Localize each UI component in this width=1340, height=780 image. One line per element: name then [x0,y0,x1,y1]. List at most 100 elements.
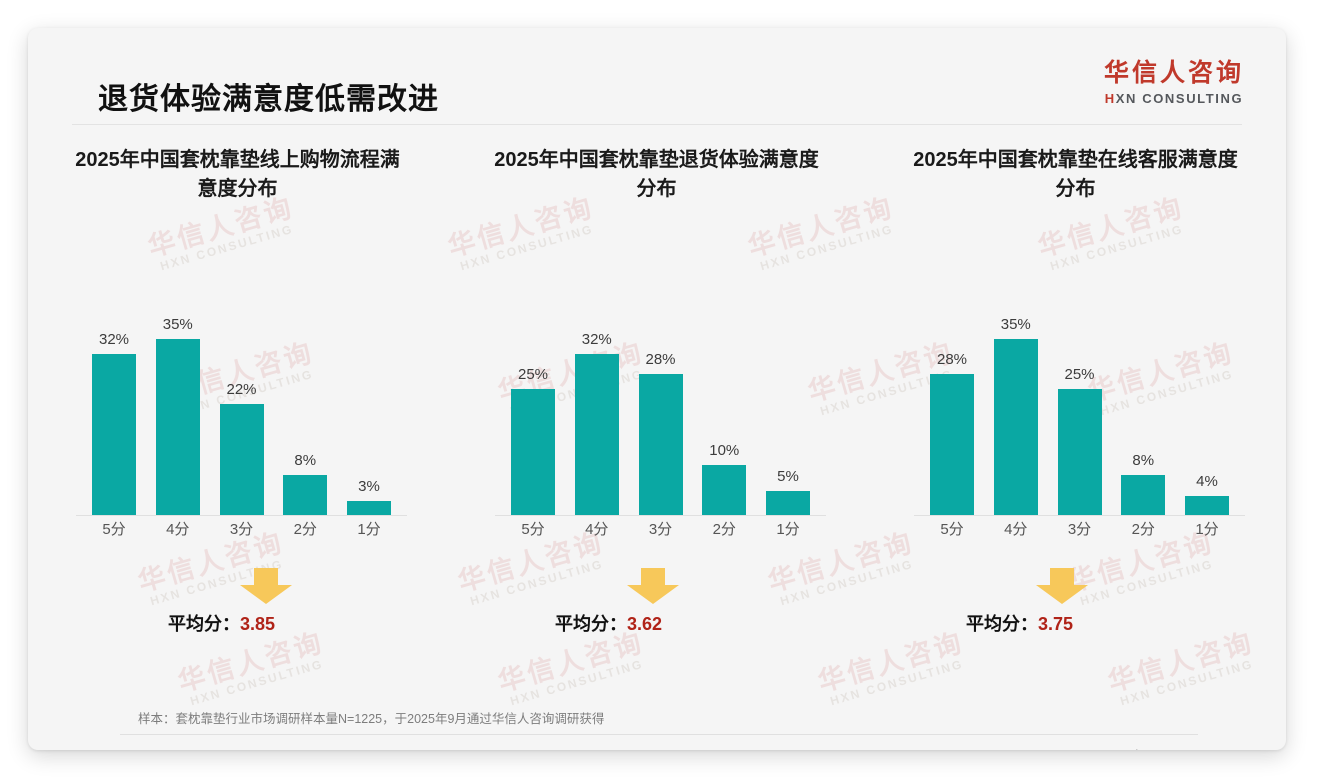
company-logo: 华信人咨询 HXN CONSULTING [1103,59,1244,106]
category-labels-3: 5分 4分 3分 2分 1分 [922,518,1237,542]
category-labels-2: 5分 4分 3分 2分 1分 [503,518,818,542]
chart-plot-2: 25% 32% 28% 10% 5% 5分 4分 3分 2分 1分 [459,256,854,542]
bar-column: 25% [1050,256,1110,516]
bar-column: 25% [503,256,563,516]
average-text-2: 平均分：3.62 [555,610,662,636]
average-label-3: 平均分： [966,614,1038,634]
bar-value-label: 22% [226,381,257,398]
bar-column: 32% [567,256,627,516]
axis-baseline-2 [495,515,826,516]
bar [993,339,1038,516]
watermark-english: HXN CONSULTING [828,657,966,709]
category-label: 3分 [229,521,254,538]
bar-value-label: 35% [1000,316,1031,333]
header-divider [72,124,1242,125]
category-label: 1分 [357,521,381,538]
average-label-1: 平均分： [168,614,240,634]
bar-column: 32% [84,256,144,516]
bar-column: 5% [758,256,818,516]
bar [1185,496,1229,516]
bar-column: 8% [1113,256,1173,516]
bar-value-label: 8% [294,452,317,469]
bar-value-label: 10% [709,442,740,459]
bar [1057,389,1102,516]
slide-header: 退货体验满意度低需改进 华信人咨询 HXN CONSULTING [28,28,1286,125]
category-label: 1分 [1195,521,1219,538]
category-label: 4分 [1004,521,1028,538]
bar [702,465,747,516]
chart-plot-1: 32% 35% 22% 8% 3% 5分 4分 3分 2分 1分 [40,256,435,542]
bar-column: 22% [212,256,272,516]
logo-chinese-text: 华信人咨询 [1103,59,1244,87]
bar [574,354,619,516]
footer-divider [120,734,1198,735]
category-labels-1: 5分 4分 3分 2分 1分 [84,518,399,542]
bar-column: 35% [986,256,1046,516]
down-arrow-icon [627,568,679,604]
bar-value-label: 32% [581,331,612,348]
chart-title-2: 2025年中国套枕靠垫退货体验满意度分布 [494,149,819,200]
bar-column: 10% [694,256,754,516]
bar-group-2: 25% 32% 28% 10% 5% [503,256,818,516]
bar-column: 28% [922,256,982,516]
bar [638,374,683,516]
average-text-3: 平均分：3.75 [966,610,1073,636]
bar-column: 8% [275,256,335,516]
bar-column: 35% [148,256,208,516]
logo-english-text: HXN CONSULTING [1104,91,1244,106]
bar-column: 4% [1177,256,1237,516]
average-label-2: 平均分： [555,614,627,634]
average-value-1: 3.85 [240,614,276,634]
watermark-english: HXN CONSULTING [508,657,646,709]
bar [219,404,264,516]
bar [1121,475,1166,516]
bar [766,491,810,516]
bar-column: 28% [631,256,691,516]
chart-title-3: 2025年中国套枕靠垫在线客服满意度分布 [913,149,1238,200]
bar-value-label: 25% [517,366,549,383]
axis-baseline-3 [914,515,1245,516]
category-label: 1分 [776,521,800,538]
slide: 华信人咨询 HXN CONSULTING 华信人咨询 HXN CONSULTING 华信… [28,28,1286,750]
bar [930,374,974,516]
page-title: 退货体验满意度低需改进 [98,83,439,116]
category-label: 2分 [293,521,317,538]
footer-website: www.hxrcon.com [1106,748,1200,750]
down-arrow-icon [240,568,292,604]
category-label: 2分 [1131,521,1155,538]
bar-value-label: 3% [358,478,380,495]
category-label: 3分 [1067,521,1092,538]
chart-plot-3: 28% 35% 25% 8% 4% 5分 4分 3分 2分 1分 [878,256,1273,542]
bar-column: 3% [339,256,399,516]
bar [347,501,391,516]
bar [283,475,328,516]
watermark-english: HXN CONSULTING [1118,657,1256,709]
logo-en-prefix: H [1104,90,1116,106]
average-value-2: 3.62 [627,614,663,634]
footer-copyright: ©2025.11 HXR华信人咨询 [104,748,250,750]
category-label: 4分 [166,521,190,538]
bar-value-label: 5% [777,468,799,485]
chart-title-1: 2025年中国套枕靠垫线上购物流程满意度分布 [75,149,400,200]
axis-baseline-1 [76,515,407,516]
bar-group-3: 28% 35% 25% 8% 4% [922,256,1237,516]
bar [155,339,200,516]
average-block-3: 平均分：3.75 [878,568,1273,646]
bar [511,389,555,516]
category-label: 2分 [712,521,736,538]
footnote: 样本：套枕靠垫行业市场调研样本量N=1225，于2025年9月通过华信人咨询调研… [138,712,605,726]
watermark-english: HXN CONSULTING [188,657,326,709]
average-value-3: 3.75 [1038,614,1074,634]
bar-value-label: 28% [936,351,968,368]
bar-value-label: 4% [1196,473,1218,490]
chart-panel-1: 2025年中国套枕靠垫线上购物流程满意度分布 32% 35% 22% 8% 3% 5分 4… [28,146,447,646]
down-arrow-icon [1036,568,1088,604]
charts-row: 2025年中国套枕靠垫线上购物流程满意度分布 32% 35% 22% 8% 3% 5分 4… [28,146,1286,646]
average-block-2: 平均分：3.62 [459,568,854,646]
bar [92,354,136,516]
category-label: 4分 [585,521,609,538]
bar-value-label: 35% [162,316,193,333]
slide-footer: ©2025.11 HXR华信人咨询 www.hxrcon.com [28,740,1286,750]
category-label: 5分 [102,521,126,538]
logo-en-rest: XN CONSULTING [1115,90,1244,106]
